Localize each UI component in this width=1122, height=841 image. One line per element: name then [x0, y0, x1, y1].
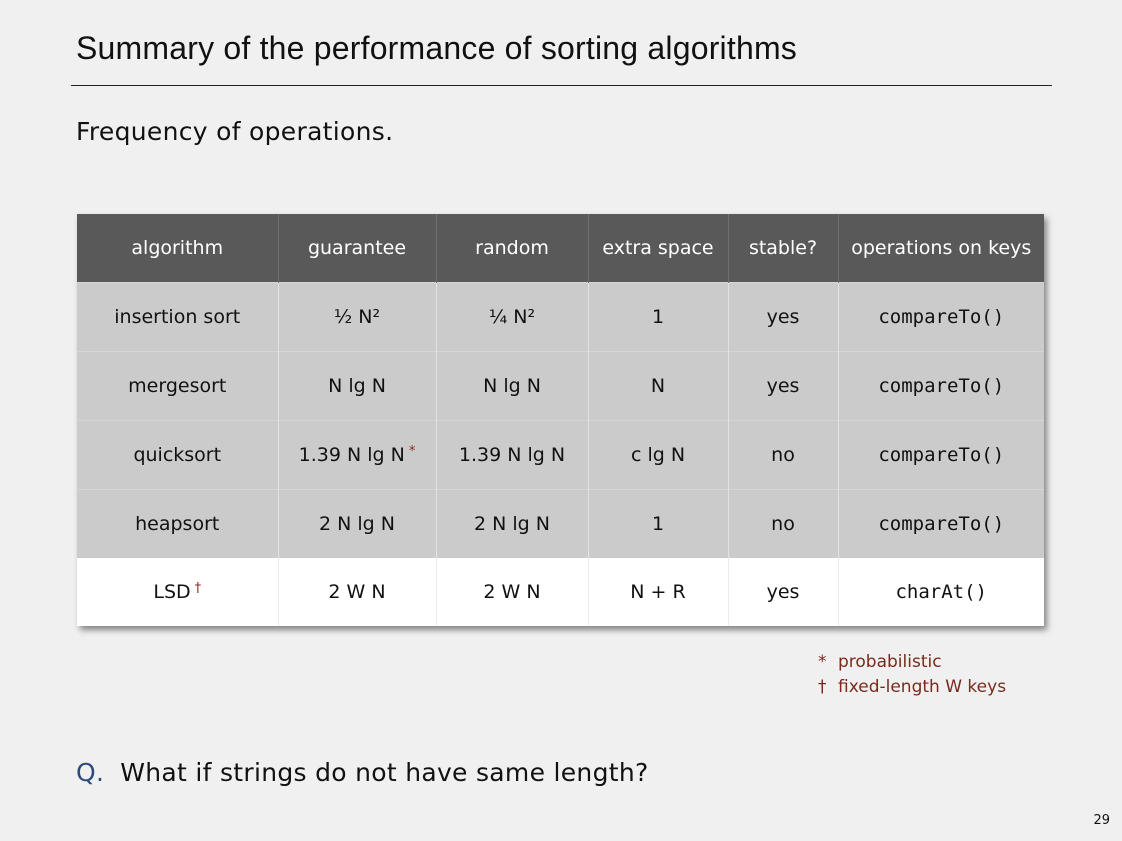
- table-header-row: algorithm guarantee random extra space s…: [77, 214, 1044, 283]
- title-divider: [71, 85, 1052, 86]
- table-row-highlighted: LSD † 2 W N 2 W N N + R yes charAt(): [77, 558, 1044, 626]
- footnote-fixed-length: † fixed-length W keys: [818, 675, 1006, 700]
- header-extra-space: extra space: [587, 214, 728, 283]
- cell-stable: no: [727, 420, 838, 490]
- cell-operations: charAt(): [837, 558, 1044, 626]
- cell-guarantee-text: 1.39 N lg N: [298, 444, 405, 466]
- footnote-symbol: †: [818, 677, 827, 697]
- question-label: Q.: [76, 758, 105, 787]
- cell-operations: compareTo(): [837, 282, 1044, 352]
- table-row: mergesort N lg N N lg N N yes compareTo(…: [77, 351, 1044, 421]
- header-operations-on-keys: operations on keys: [837, 214, 1044, 283]
- probabilistic-mark: *: [408, 444, 416, 459]
- cell-guarantee: ½ N²: [277, 282, 436, 352]
- footnote-symbol: *: [818, 652, 827, 672]
- cell-algorithm-text: LSD: [153, 581, 191, 603]
- table-row: heapsort 2 N lg N 2 N lg N 1 no compareT…: [77, 489, 1044, 558]
- cell-extra-space: N + R: [587, 558, 728, 626]
- slide-subtitle: Frequency of operations.: [76, 117, 394, 146]
- footnote-probabilistic: * probabilistic: [818, 650, 1006, 675]
- cell-stable: no: [727, 489, 838, 558]
- cell-stable: yes: [727, 351, 838, 421]
- cell-algorithm: mergesort: [77, 351, 278, 421]
- question: Q. What if strings do not have same lengt…: [76, 758, 649, 787]
- cell-random: 2 W N: [435, 558, 588, 626]
- header-random: random: [435, 214, 588, 283]
- fixed-length-mark: †: [194, 581, 202, 596]
- cell-extra-space: 1: [587, 282, 728, 352]
- table-row: insertion sort ½ N² ¼ N² 1 yes compareTo…: [77, 282, 1044, 352]
- cell-random: 2 N lg N: [435, 489, 588, 558]
- header-stable: stable?: [727, 214, 838, 283]
- cell-random: N lg N: [435, 351, 588, 421]
- cell-extra-space: N: [587, 351, 728, 421]
- cell-random: ¼ N²: [435, 282, 588, 352]
- cell-guarantee: N lg N: [277, 351, 436, 421]
- footnote-text: fixed-length W keys: [838, 677, 1007, 697]
- algorithm-table-container: algorithm guarantee random extra space s…: [77, 214, 1044, 626]
- slide-title: Summary of the performance of sorting al…: [76, 30, 798, 66]
- algorithm-performance-table: algorithm guarantee random extra space s…: [77, 214, 1044, 626]
- cell-random: 1.39 N lg N: [435, 420, 588, 490]
- cell-operations: compareTo(): [837, 351, 1044, 421]
- cell-operations: compareTo(): [837, 489, 1044, 558]
- cell-guarantee: 2 N lg N: [277, 489, 436, 558]
- cell-extra-space: c lg N: [587, 420, 728, 490]
- cell-algorithm: heapsort: [77, 489, 278, 558]
- cell-algorithm: insertion sort: [77, 282, 278, 352]
- footnotes: * probabilistic † fixed-length W keys: [818, 650, 1006, 700]
- table-row: quicksort 1.39 N lg N * 1.39 N lg N c lg …: [77, 420, 1044, 490]
- header-algorithm: algorithm: [77, 214, 278, 283]
- cell-stable: yes: [727, 282, 838, 352]
- cell-extra-space: 1: [587, 489, 728, 558]
- cell-stable: yes: [727, 558, 838, 626]
- cell-algorithm: LSD †: [77, 558, 278, 626]
- question-text: What if strings do not have same length?: [120, 758, 649, 787]
- footnote-text: probabilistic: [838, 652, 942, 672]
- cell-operations: compareTo(): [837, 420, 1044, 490]
- page-number: 29: [1093, 813, 1110, 828]
- cell-guarantee: 1.39 N lg N *: [277, 420, 436, 490]
- cell-algorithm: quicksort: [77, 420, 278, 490]
- cell-guarantee: 2 W N: [277, 558, 436, 626]
- header-guarantee: guarantee: [277, 214, 436, 283]
